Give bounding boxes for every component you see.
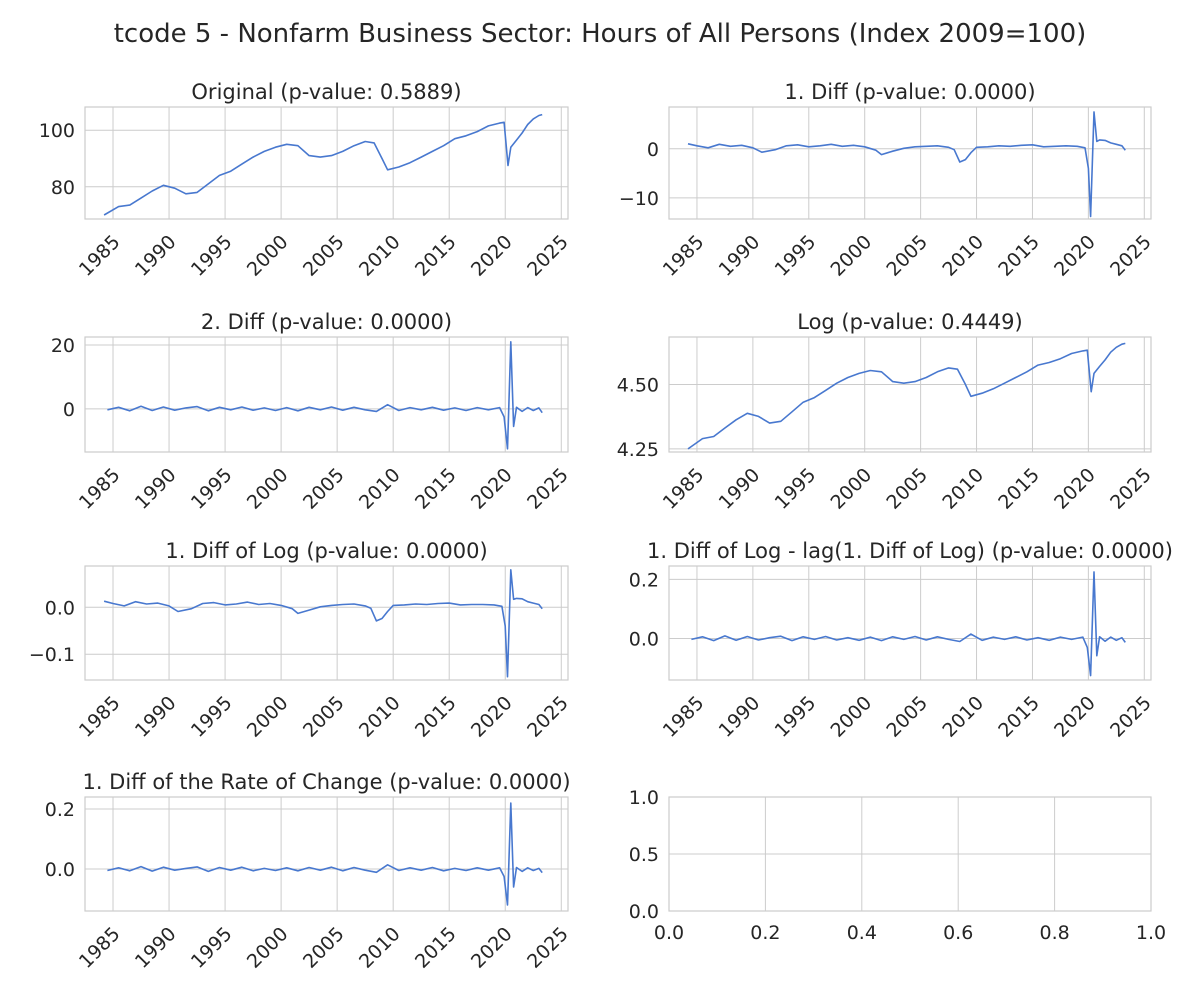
x-tick-label: 1.0	[1136, 922, 1166, 944]
x-tick-label: 0.4	[847, 922, 877, 944]
y-tick-label: 0.0	[45, 597, 75, 619]
x-tick-label: 0.6	[943, 922, 973, 944]
plot-frame	[668, 565, 1152, 681]
subplot-6: 1985 1990 1995 2000 2005 2010 2015 2020 20250.00…	[629, 539, 1173, 742]
y-tick-label: 0.2	[629, 569, 659, 591]
figure-title: tcode 5 - Nonfarm Business Sector: Hours…	[114, 19, 1087, 49]
subplot-grid: 1985 1990 1995 2000 2005 2010 2015 2020 20258010…	[29, 80, 1173, 973]
series-line	[687, 111, 1126, 218]
x-tick-label: 0.0	[654, 922, 684, 944]
y-tick-label: −0.1	[29, 644, 75, 666]
plot-frame	[84, 336, 569, 453]
plot-frame	[668, 336, 1152, 453]
series-line	[103, 113, 543, 216]
plot-frame	[84, 565, 569, 681]
y-tick-label: 100	[39, 120, 75, 142]
y-tick-label: 0.0	[629, 629, 659, 651]
subplot-title: Original (p-value: 0.5889)	[191, 80, 461, 104]
subplot-title: 1. Diff (p-value: 0.0000)	[784, 80, 1035, 104]
subplot-title: 1. Diff of the Rate of Change (p-value: …	[82, 770, 570, 794]
y-tick-label: 0.2	[45, 799, 75, 821]
subplot-title: 1. Diff of Log (p-value: 0.0000)	[165, 539, 487, 563]
series-line	[103, 569, 543, 678]
plot-frame	[668, 106, 1152, 220]
y-tick-label: 80	[51, 177, 75, 199]
series-line	[691, 571, 1126, 677]
plot-frame	[668, 796, 1152, 912]
x-tick-label: 0.8	[1039, 922, 1069, 944]
y-tick-label: 0	[647, 139, 659, 161]
plot-frame	[84, 796, 569, 912]
x-tick-label: 0.2	[750, 922, 780, 944]
subplot-title: Log (p-value: 0.4449)	[797, 310, 1023, 334]
y-tick-label: 0.0	[45, 859, 75, 881]
subplot-title: 1. Diff of Log - lag(1. Diff of Log) (p-…	[647, 539, 1173, 563]
series-line	[687, 342, 1126, 450]
series-line	[107, 341, 543, 450]
y-tick-label: 1.0	[629, 787, 659, 809]
y-tick-label: 20	[51, 335, 75, 357]
y-tick-label: 0.0	[629, 901, 659, 923]
y-tick-label: 0	[63, 399, 75, 421]
y-tick-label: 4.50	[617, 374, 659, 396]
y-tick-label: −10	[619, 188, 659, 210]
plot-frame	[84, 106, 569, 220]
subplot-title: 2. Diff (p-value: 0.0000)	[201, 310, 452, 334]
subplot-1: 1985 1990 1995 2000 2005 2010 2015 2020 20258010…	[39, 80, 573, 281]
series-line	[107, 802, 543, 906]
y-tick-label: 4.25	[617, 439, 659, 461]
y-tick-label: 0.5	[629, 844, 659, 866]
subplot-8: 0.0 0.2 0.4 0.6 0.8 1.0 0.0 0.5 1.0	[629, 787, 1166, 944]
